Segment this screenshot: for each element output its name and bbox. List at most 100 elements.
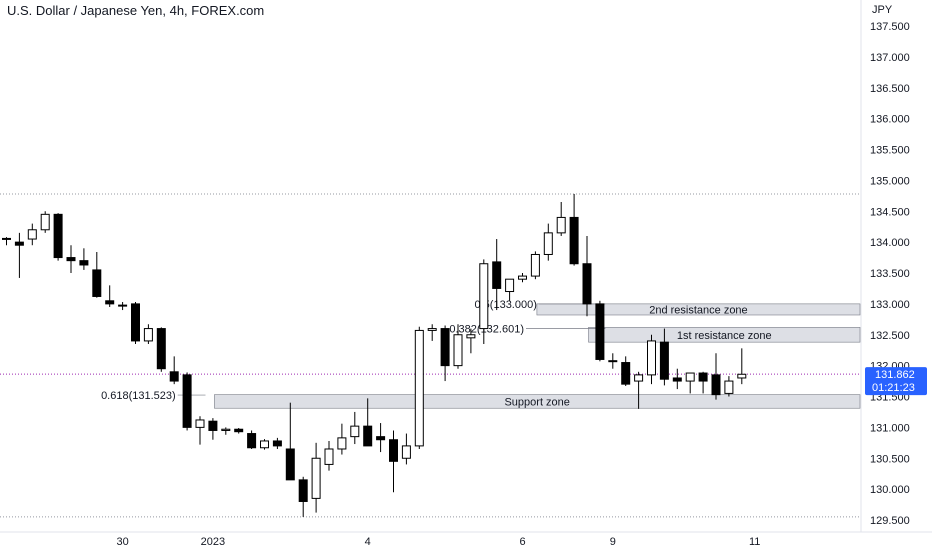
candle bbox=[621, 356, 631, 387]
candle bbox=[530, 251, 540, 280]
candle bbox=[143, 324, 153, 345]
candle-body-down bbox=[298, 479, 308, 502]
candle-body-down bbox=[672, 377, 682, 382]
candle-body-down bbox=[53, 213, 63, 259]
candle-body-up bbox=[337, 437, 347, 450]
x-tick-label: 30 bbox=[116, 536, 128, 548]
candle-body-down bbox=[698, 372, 708, 382]
zone-label: 1st resistance zone bbox=[677, 330, 772, 342]
candle-body-up bbox=[453, 334, 463, 367]
grid-layer bbox=[0, 0, 932, 533]
candle-body-down bbox=[389, 439, 398, 462]
candle bbox=[2, 237, 11, 246]
candle bbox=[440, 325, 450, 382]
y-tick-label: 132.500 bbox=[870, 330, 910, 342]
y-tick-label: 129.500 bbox=[870, 515, 910, 527]
candle bbox=[569, 193, 579, 266]
fib-label: 0.618(131.523) bbox=[101, 390, 176, 402]
price-axis: JPY 137.500 137.000 136.500 136.000 135.500 13… bbox=[870, 4, 910, 527]
candle-body-up bbox=[608, 360, 618, 363]
candle-body-up bbox=[479, 263, 489, 330]
candle-body-up bbox=[195, 419, 205, 428]
candle-body-up bbox=[724, 380, 734, 394]
candle bbox=[685, 372, 695, 394]
x-tick-label: 2023 bbox=[201, 536, 225, 548]
y-tick-label: 136.500 bbox=[870, 83, 910, 95]
candle-body-up bbox=[27, 229, 37, 240]
candle bbox=[595, 300, 605, 362]
y-tick-label: 136.000 bbox=[870, 114, 910, 126]
candle-body-down bbox=[118, 304, 128, 307]
candle bbox=[156, 327, 166, 372]
candle-body-up bbox=[518, 275, 527, 280]
candle bbox=[672, 368, 682, 390]
time-axis: 30 2023 4 6 9 11 bbox=[116, 536, 760, 548]
candle bbox=[401, 433, 411, 465]
y-tick-label: 133.000 bbox=[870, 299, 910, 311]
candle-layer bbox=[2, 193, 747, 517]
candle bbox=[66, 245, 76, 273]
candle-body-down bbox=[376, 436, 386, 441]
candle-body-down bbox=[14, 241, 24, 246]
candle bbox=[260, 439, 269, 450]
candle-body-down bbox=[131, 303, 140, 342]
y-tick-label: 137.000 bbox=[870, 52, 910, 64]
candle-body-up bbox=[40, 213, 50, 231]
candle-body-down bbox=[105, 300, 115, 305]
candle bbox=[118, 302, 128, 311]
x-tick-label: 9 bbox=[610, 536, 616, 548]
candle-body-down bbox=[595, 303, 605, 360]
candle-body-up bbox=[737, 373, 747, 379]
candle-body-down bbox=[208, 420, 218, 431]
fibonacci-layer: 0.5(133.000) 0.382(132.601) 0.618(131.523) bbox=[101, 299, 606, 402]
candle-body-up bbox=[324, 448, 334, 465]
x-tick-label: 6 bbox=[519, 536, 525, 548]
candle bbox=[105, 285, 115, 307]
candle bbox=[647, 334, 656, 385]
y-tick-label: 130.500 bbox=[870, 453, 910, 465]
candle bbox=[182, 372, 192, 431]
candle-body-down bbox=[569, 216, 579, 265]
price-badge-bg bbox=[865, 367, 927, 396]
candle-body-down bbox=[66, 257, 76, 262]
candle-body-up bbox=[427, 328, 437, 331]
y-tick-label: 137.500 bbox=[870, 21, 910, 33]
candle-body-up bbox=[685, 372, 695, 382]
candle-body-down bbox=[582, 263, 592, 305]
candle bbox=[659, 328, 669, 386]
candle bbox=[79, 248, 89, 270]
candle bbox=[518, 273, 527, 283]
candle-body-down bbox=[285, 448, 295, 481]
candle bbox=[389, 430, 398, 493]
candle bbox=[195, 416, 205, 445]
candle-body-down bbox=[79, 260, 89, 266]
zone-label: Support zone bbox=[504, 396, 569, 408]
candle bbox=[582, 235, 592, 317]
y-tick-label: 135.500 bbox=[870, 145, 910, 157]
candle bbox=[724, 376, 734, 397]
candle-body-down bbox=[247, 433, 257, 449]
zone-layer: 2nd resistance zone 1st resistance zone Su… bbox=[214, 303, 861, 409]
y-tick-label: 133.500 bbox=[870, 268, 910, 280]
candle bbox=[543, 223, 553, 261]
candle bbox=[376, 423, 386, 453]
candle-body-up bbox=[143, 328, 153, 342]
zone-rect bbox=[536, 303, 861, 316]
candle bbox=[169, 356, 179, 385]
candle-body-down bbox=[272, 440, 282, 447]
x-tick-label: 4 bbox=[365, 536, 371, 548]
y-tick-label: 134.500 bbox=[870, 206, 910, 218]
candle bbox=[53, 213, 63, 261]
candle-body-up bbox=[543, 232, 553, 255]
candle bbox=[131, 302, 140, 345]
candle bbox=[634, 371, 644, 409]
candle bbox=[92, 252, 102, 298]
candle bbox=[337, 423, 347, 455]
candle bbox=[363, 398, 373, 447]
zone-rect bbox=[214, 394, 861, 409]
fib-label: 0.5(133.000) bbox=[475, 299, 537, 311]
candle-body-up bbox=[414, 329, 424, 447]
candle-body-down bbox=[363, 425, 373, 447]
